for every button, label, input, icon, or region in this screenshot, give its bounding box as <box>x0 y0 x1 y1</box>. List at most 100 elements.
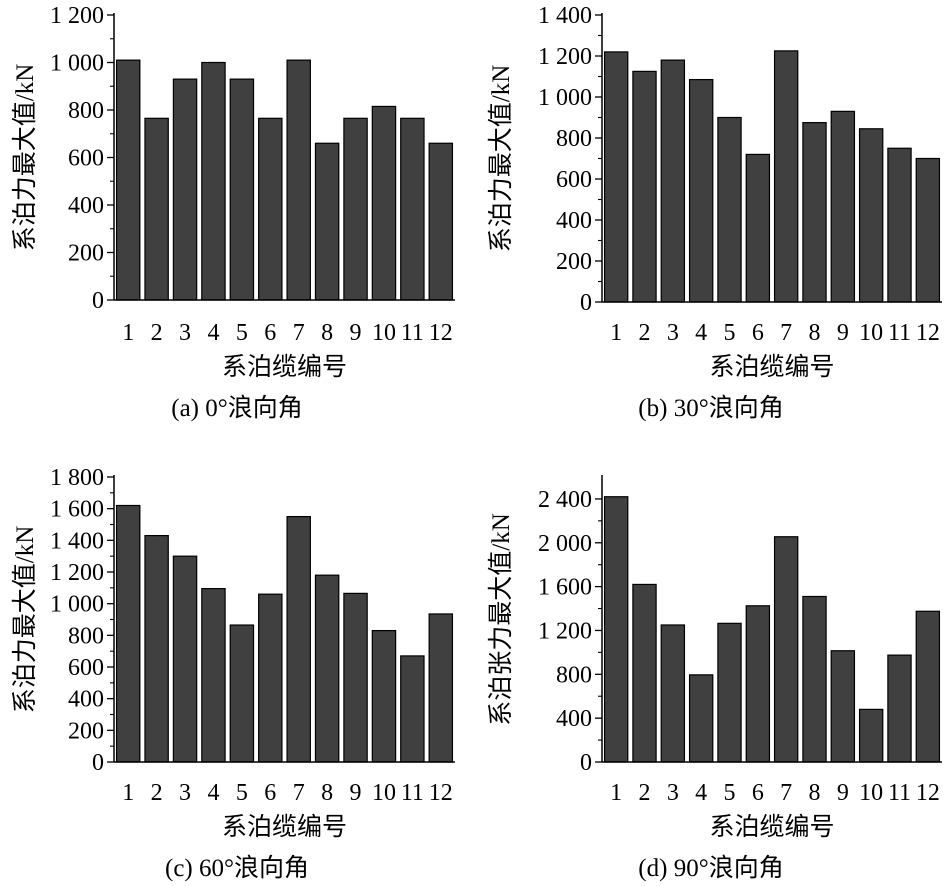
y-tick-label: 400 <box>68 687 104 713</box>
x-tick-label: 1 <box>610 780 622 806</box>
y-tick-label: 800 <box>556 126 592 152</box>
bar-5 <box>229 624 255 763</box>
y-tick-label: 0 <box>92 750 104 776</box>
x-tick-label: 7 <box>293 320 305 346</box>
bar-8 <box>802 122 827 303</box>
x-tick-label: 3 <box>667 320 679 346</box>
y-tick-label: 400 <box>68 193 104 219</box>
y-tick-label: 600 <box>68 146 104 172</box>
x-tick-label: 2 <box>639 780 651 806</box>
bar-7 <box>286 59 311 301</box>
caption-d: (d) 90°浪向角 <box>638 855 784 882</box>
x-tick-label: 4 <box>207 320 219 346</box>
bar-4 <box>688 78 714 303</box>
bar-10 <box>371 105 397 301</box>
caption-c: (c) 60°浪向角 <box>165 855 309 882</box>
x-tick-label: 5 <box>236 780 248 806</box>
bar-4 <box>688 674 714 763</box>
x-tick-label: 6 <box>264 320 276 346</box>
bar-1 <box>603 51 629 303</box>
x-tick-label: 12 <box>916 780 940 806</box>
x-tick-label: 4 <box>695 780 707 806</box>
x-axis-label: 系泊缆编号 <box>709 813 834 840</box>
bar-8 <box>802 595 827 763</box>
bar-3 <box>660 59 686 303</box>
y-tick-label: 1 000 <box>50 592 104 618</box>
bar-3 <box>172 555 198 763</box>
y-tick-label: 0 <box>580 290 592 316</box>
x-tick-label: 1 <box>122 780 134 806</box>
y-tick-label: 800 <box>556 662 592 688</box>
caption-b: (b) 30°浪向角 <box>638 395 784 422</box>
x-tick-label: 9 <box>350 780 362 806</box>
x-tick-label: 4 <box>695 320 707 346</box>
bar-12 <box>428 142 454 301</box>
bar-12 <box>915 610 941 763</box>
bar-10 <box>371 629 397 763</box>
x-tick-label: 8 <box>809 780 821 806</box>
y-tick-label: 2 400 <box>538 487 592 513</box>
x-tick-label: 12 <box>916 320 940 346</box>
bar-7 <box>286 515 311 763</box>
bar-7 <box>773 536 799 763</box>
x-tick-label: 7 <box>780 320 792 346</box>
y-tick-label: 1 600 <box>538 575 592 601</box>
x-tick-label: 2 <box>151 780 163 806</box>
y-axis-label: 系泊力最大值/kN <box>11 526 39 714</box>
y-tick-label: 200 <box>556 249 592 275</box>
y-tick-label: 1 200 <box>50 560 104 586</box>
x-tick-label: 12 <box>429 780 453 806</box>
bar-1 <box>115 59 141 301</box>
bar-2 <box>632 70 657 303</box>
x-tick-label: 10 <box>859 320 883 346</box>
bar-12 <box>428 613 454 763</box>
bar-5 <box>717 116 742 303</box>
bar-2 <box>144 534 169 763</box>
y-tick-label: 1 400 <box>538 3 592 29</box>
bar-6 <box>258 117 283 301</box>
x-tick-label: 5 <box>724 780 736 806</box>
bar-11 <box>400 117 425 301</box>
y-tick-label: 400 <box>556 706 592 732</box>
y-tick-label: 600 <box>68 655 104 681</box>
x-tick-label: 7 <box>780 780 792 806</box>
bar-8 <box>314 574 340 763</box>
y-tick-label: 1 200 <box>50 3 104 29</box>
x-tick-label: 8 <box>321 780 333 806</box>
x-axis-label: 系泊缆编号 <box>222 353 347 380</box>
x-tick-label: 10 <box>372 780 396 806</box>
x-tick-label: 3 <box>179 320 191 346</box>
bar-11 <box>400 655 425 763</box>
bar-7 <box>773 50 799 303</box>
y-tick-label: 1 400 <box>50 528 104 554</box>
x-tick-label: 12 <box>429 320 453 346</box>
x-tick-label: 2 <box>639 320 651 346</box>
bar-1 <box>603 496 629 763</box>
x-tick-label: 7 <box>293 780 305 806</box>
chart-panel-c: 0 200 400 600 800 1 000 1 200 1 400 1 600 1 800 1 2… <box>11 465 455 840</box>
y-tick-label: 1 600 <box>50 497 104 523</box>
x-tick-label: 6 <box>264 780 276 806</box>
bar-9 <box>830 650 856 763</box>
bar-9 <box>343 592 368 763</box>
y-tick-label: 1 200 <box>538 618 592 644</box>
y-axis-label: 系泊力最大值/kN <box>11 64 39 252</box>
x-tick-label: 8 <box>321 320 333 346</box>
y-tick-label: 600 <box>556 167 592 193</box>
x-tick-label: 11 <box>401 780 424 806</box>
y-tick-label: 1 200 <box>538 44 592 70</box>
x-tick-label: 8 <box>809 320 821 346</box>
bar-4 <box>201 588 226 763</box>
bar-12 <box>915 157 941 303</box>
y-tick-label: 0 <box>92 288 104 314</box>
x-tick-label: 11 <box>401 320 424 346</box>
bar-6 <box>745 153 771 303</box>
bar-3 <box>172 78 198 301</box>
x-axis-label: 系泊缆编号 <box>709 353 834 380</box>
x-axis-label: 系泊缆编号 <box>222 813 347 840</box>
bar-4 <box>201 61 226 301</box>
x-tick-label: 3 <box>179 780 191 806</box>
x-tick-label: 10 <box>372 320 396 346</box>
